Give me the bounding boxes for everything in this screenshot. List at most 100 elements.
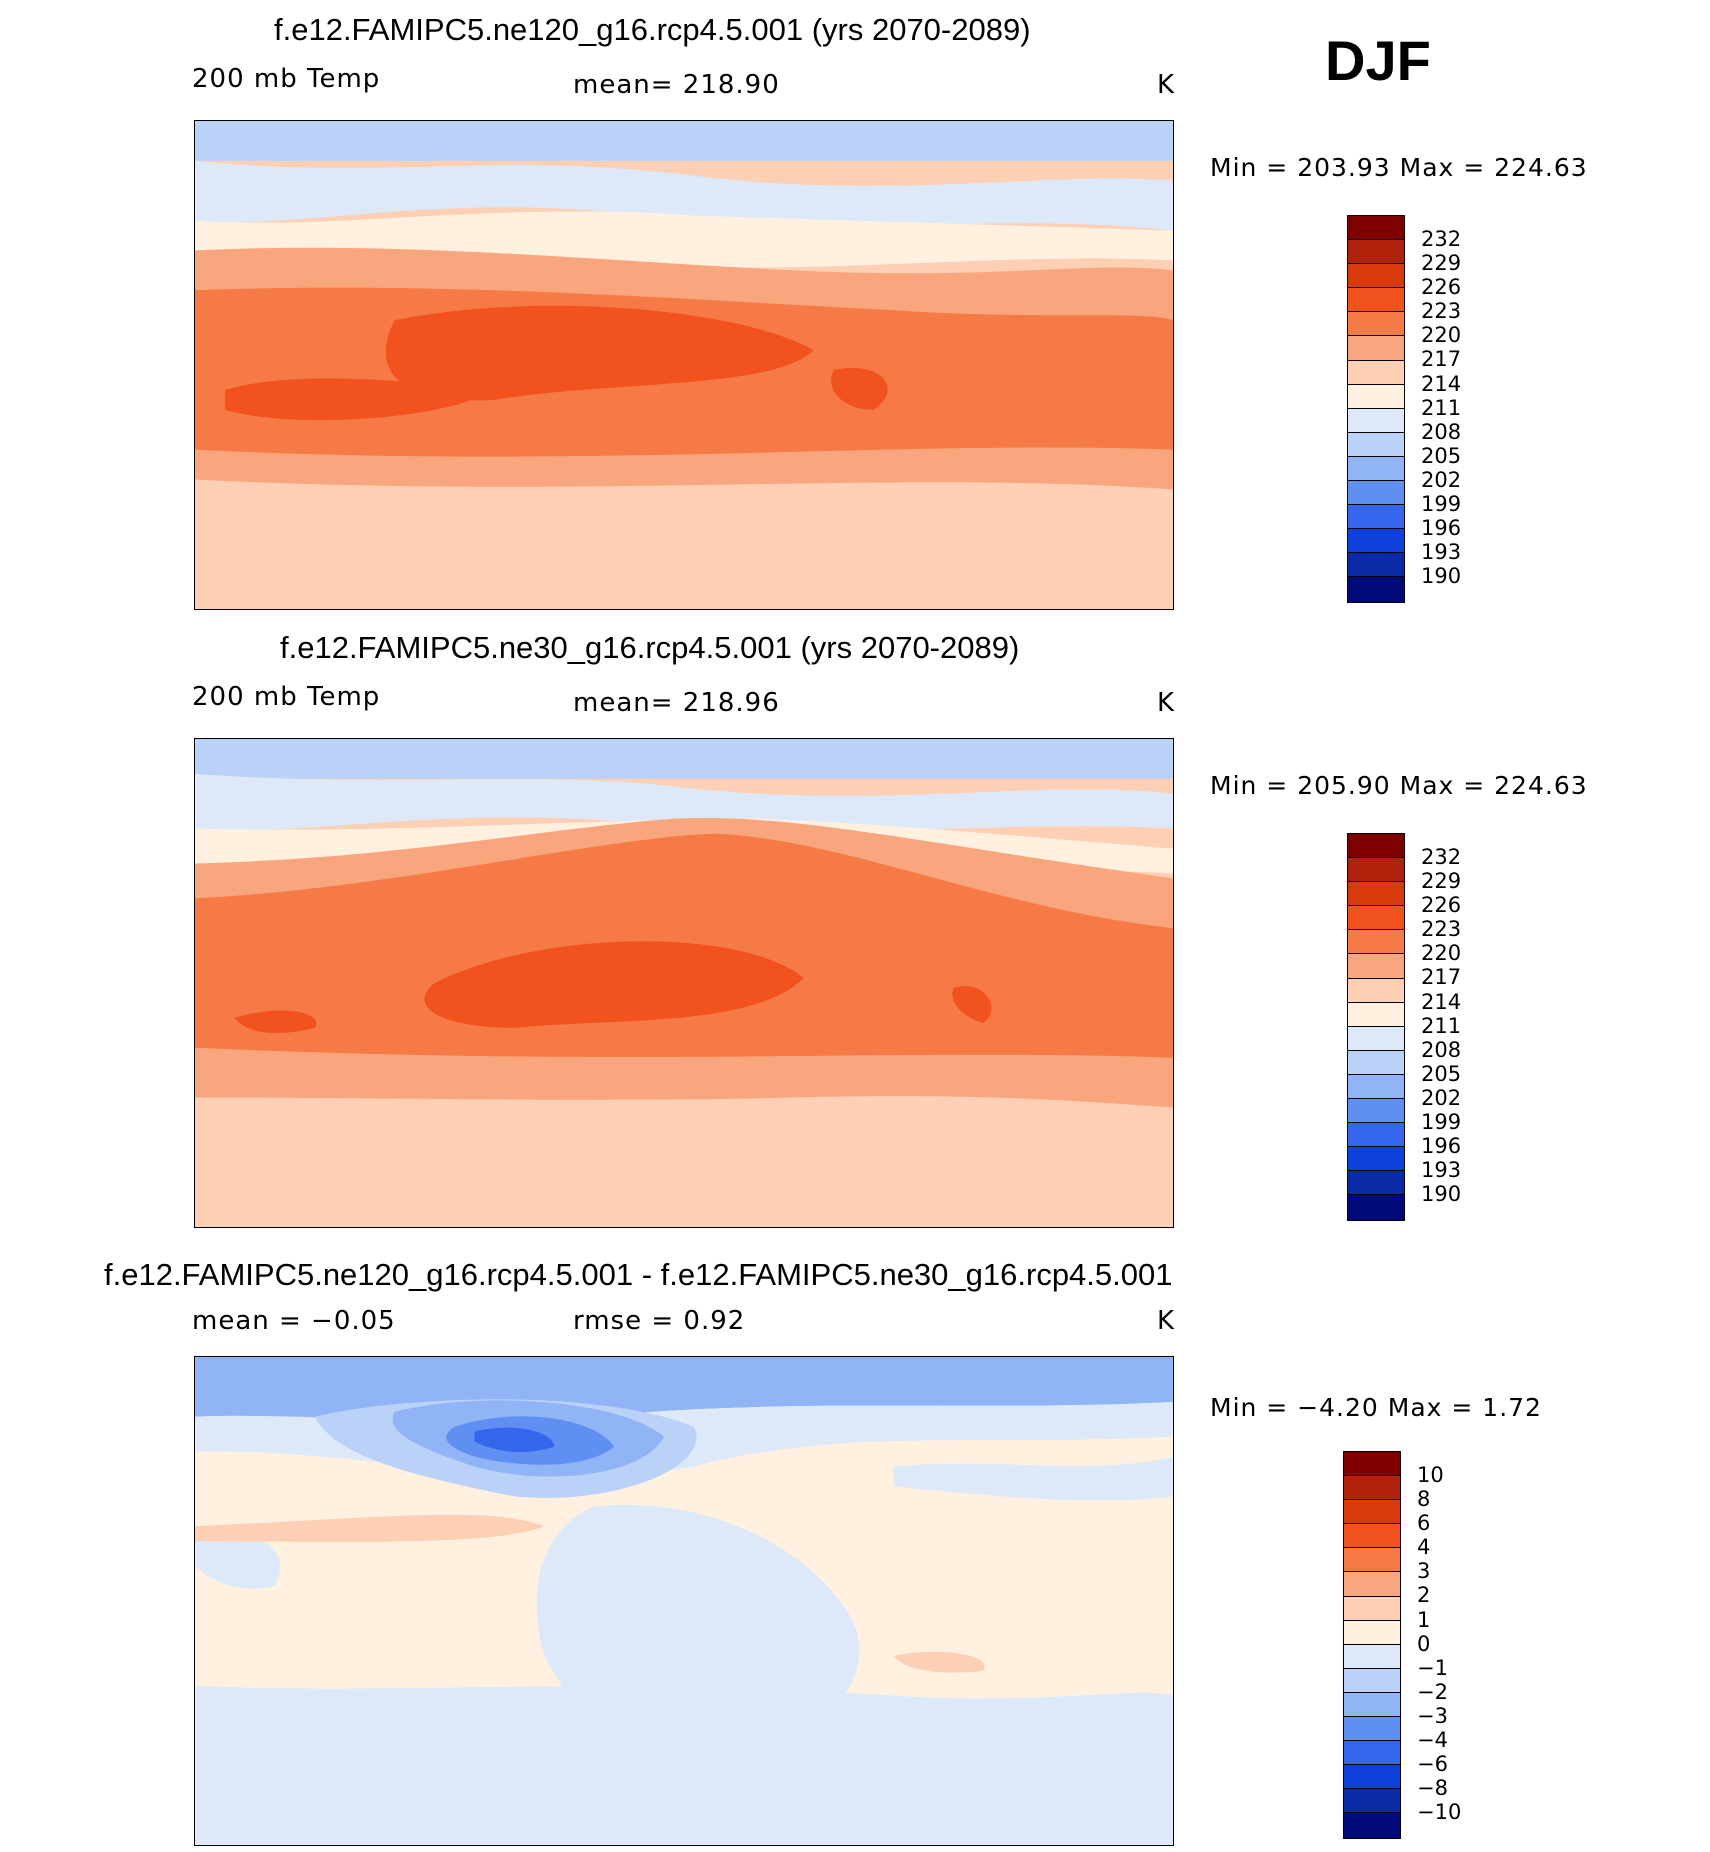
colorbar-swatch [1348, 1123, 1404, 1148]
colorbar-label: 232 [1421, 845, 1462, 869]
colorbar-swatch [1348, 553, 1404, 578]
colorbar-swatch [1348, 384, 1404, 409]
colorbar-label: 208 [1421, 1037, 1462, 1062]
colorbar-swatch [1348, 1074, 1404, 1100]
panel3-colorbar [1343, 1451, 1401, 1839]
panel3-map-svg [195, 1357, 1173, 1845]
colorbar-label: 223 [1421, 917, 1462, 942]
colorbar-label: 226 [1421, 275, 1462, 300]
colorbar-swatch [1348, 954, 1404, 979]
colorbar-swatch [1348, 1026, 1404, 1051]
colorbar-label: 2 [1417, 1583, 1431, 1608]
colorbar-swatch [1348, 978, 1404, 1003]
colorbar-swatch [1348, 906, 1404, 931]
colorbar-label: 205 [1421, 443, 1462, 468]
panel2-units: K [1157, 688, 1176, 718]
panel3-rmse: rmse = 0.92 [573, 1306, 746, 1336]
colorbar-swatch [1344, 1500, 1400, 1525]
colorbar-swatch [1348, 1050, 1404, 1075]
panel3-minmax: Min = −4.20 Max = 1.72 [1210, 1393, 1542, 1422]
colorbar-swatch [1344, 1644, 1400, 1669]
colorbar-swatch [1344, 1596, 1400, 1621]
colorbar-swatch [1348, 1099, 1404, 1124]
colorbar-label: 229 [1421, 869, 1462, 894]
colorbar-label: 1 [1417, 1607, 1431, 1632]
colorbar-label: −6 [1417, 1752, 1448, 1777]
colorbar-swatch [1344, 1789, 1400, 1814]
colorbar-swatch [1344, 1668, 1400, 1693]
colorbar-swatch [1344, 1476, 1400, 1501]
colorbar-swatch [1344, 1452, 1400, 1477]
colorbar-label: 208 [1421, 419, 1462, 444]
colorbar-label: −2 [1417, 1679, 1448, 1704]
colorbar-swatch [1348, 240, 1404, 265]
colorbar-swatch [1348, 1002, 1404, 1027]
panel3-title: f.e12.FAMIPC5.ne120_g16.rcp4.5.001 - f.e… [104, 1257, 1173, 1292]
colorbar-swatch [1348, 505, 1404, 530]
panel2-variable: 200 mb Temp [192, 682, 381, 712]
colorbar-swatch [1348, 336, 1404, 361]
colorbar-label: 205 [1421, 1061, 1462, 1086]
colorbar-label: 3 [1417, 1559, 1431, 1584]
panel2-minmax: Min = 205.90 Max = 224.63 [1210, 771, 1588, 800]
colorbar-label: 193 [1421, 1158, 1462, 1183]
colorbar-swatch [1348, 360, 1404, 385]
colorbar-label: 214 [1421, 989, 1462, 1014]
panel1-map [194, 120, 1174, 610]
colorbar-label: 214 [1421, 371, 1462, 396]
colorbar-swatch [1344, 1741, 1400, 1766]
colorbar-label: 199 [1421, 492, 1462, 517]
colorbar-label: 211 [1421, 1013, 1462, 1038]
colorbar-swatch [1348, 264, 1404, 289]
colorbar-label: 196 [1421, 516, 1462, 541]
colorbar-swatch [1344, 1765, 1400, 1790]
colorbar-label: 4 [1417, 1535, 1431, 1560]
panel1-map-svg [195, 121, 1173, 609]
colorbar-swatch [1348, 882, 1404, 907]
colorbar-label: 217 [1421, 965, 1462, 990]
colorbar-label: −10 [1417, 1800, 1462, 1825]
panel1-mean: mean= 218.90 [573, 70, 780, 100]
colorbar-swatch [1348, 529, 1404, 554]
panel1-units: K [1157, 70, 1176, 100]
colorbar-swatch [1344, 1548, 1400, 1573]
colorbar-swatch [1348, 1171, 1404, 1196]
colorbar-label: 223 [1421, 299, 1462, 324]
colorbar-label: 226 [1421, 893, 1462, 918]
colorbar-swatch [1344, 1620, 1400, 1645]
colorbar-label: −4 [1417, 1728, 1448, 1753]
colorbar-label: 190 [1421, 564, 1462, 589]
panel3-units: K [1157, 1306, 1176, 1336]
colorbar-label: −8 [1417, 1776, 1448, 1801]
colorbar-label: 190 [1421, 1182, 1462, 1207]
colorbar-label: 8 [1417, 1487, 1431, 1512]
panel2-colorbar [1347, 833, 1405, 1221]
colorbar-swatch [1344, 1813, 1400, 1838]
colorbar-swatch [1348, 432, 1404, 457]
colorbar-label: 10 [1417, 1463, 1444, 1487]
colorbar-swatch [1348, 858, 1404, 883]
colorbar-swatch [1348, 216, 1404, 241]
panel2-colorbar-labels: 232 229 226 223 220 217 214 211 208 205 202 199 196 1… [1421, 845, 1461, 1206]
colorbar-swatch [1348, 834, 1404, 859]
colorbar-label: 0 [1417, 1631, 1431, 1656]
colorbar-swatch [1344, 1524, 1400, 1549]
colorbar-label: 202 [1421, 1085, 1462, 1110]
colorbar-swatch [1344, 1572, 1400, 1597]
colorbar-label: 202 [1421, 467, 1462, 492]
colorbar-label: −1 [1417, 1655, 1448, 1680]
colorbar-swatch [1348, 456, 1404, 482]
colorbar-swatch [1348, 1147, 1404, 1172]
panel1-minmax: Min = 203.93 Max = 224.63 [1210, 153, 1588, 182]
colorbar-swatch [1348, 577, 1404, 602]
panel1-colorbar-labels: 232 229 226 223 220 217 214 211 208 205 202 199 196 1… [1421, 227, 1461, 588]
colorbar-label: −3 [1417, 1703, 1448, 1728]
colorbar-swatch [1348, 408, 1404, 433]
panel1-title: f.e12.FAMIPC5.ne120_g16.rcp4.5.001 (yrs … [274, 12, 1031, 47]
panel3-colorbar-labels: 10 8 6 4 3 2 1 0 −1 −2 −3 −4 −6 −8 −10 [1417, 1463, 1461, 1824]
panel1-variable: 200 mb Temp [192, 64, 381, 94]
colorbar-label: 193 [1421, 540, 1462, 565]
panel3-mean: mean = −0.05 [192, 1306, 396, 1336]
colorbar-label: 217 [1421, 347, 1462, 372]
colorbar-label: 232 [1421, 227, 1462, 251]
